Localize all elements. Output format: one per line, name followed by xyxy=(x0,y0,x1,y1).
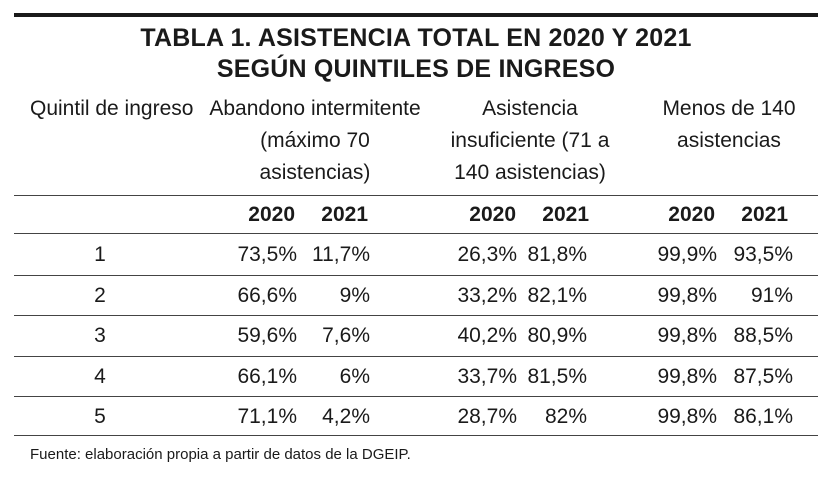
value-cell: 99,8% xyxy=(657,365,717,388)
value-cell: 82,1% xyxy=(527,284,587,307)
value-cell: 93,5% xyxy=(733,243,793,266)
year-divider xyxy=(14,233,818,234)
year-header: 2021 xyxy=(741,203,788,226)
top-rule xyxy=(14,13,818,17)
value-cell: 6% xyxy=(339,365,370,388)
value-cell: 99,8% xyxy=(657,324,717,347)
value-cell: 9% xyxy=(339,284,370,307)
value-cell: 81,8% xyxy=(527,243,587,266)
value-cell: 26,3% xyxy=(457,243,517,266)
value-cell: 88,5% xyxy=(733,324,793,347)
header-divider xyxy=(14,195,818,196)
header-group-insuficiente: Asistencia insuficiente (71 a 140 asiste… xyxy=(450,97,610,184)
value-cell: 66,1% xyxy=(237,365,297,388)
table-title-line-1: TABLA 1. ASISTENCIA TOTAL EN 2020 Y 2021 xyxy=(140,24,692,52)
value-cell: 66,6% xyxy=(237,284,297,307)
table-row: 3 59,6% 7,6% 40,2% 80,9% 99,8% 88,5% xyxy=(14,316,818,356)
row-divider xyxy=(14,315,818,316)
table-row: 1 73,5% 11,7% 26,3% 81,8% 99,9% 93,5% xyxy=(14,235,818,275)
header-quintil: Quintil de ingreso xyxy=(30,97,194,120)
value-cell: 71,1% xyxy=(237,405,297,428)
year-header: 2020 xyxy=(668,203,715,226)
row-divider xyxy=(14,396,818,397)
year-header: 2020 xyxy=(469,203,516,226)
value-cell: 87,5% xyxy=(733,365,793,388)
value-cell: 91% xyxy=(750,284,793,307)
header-group-abandono: Abandono intermitente (máximo 70 asisten… xyxy=(209,97,421,184)
value-cell: 80,9% xyxy=(527,324,587,347)
value-cell: 4,2% xyxy=(322,405,370,428)
table-row: 5 71,1% 4,2% 28,7% 82% 99,8% 86,1% xyxy=(14,397,818,437)
quintil-cell: 4 xyxy=(94,365,106,388)
quintil-cell: 5 xyxy=(94,405,106,428)
value-cell: 82% xyxy=(544,405,587,428)
table-row: 4 66,1% 6% 33,7% 81,5% 99,8% 87,5% xyxy=(14,357,818,397)
value-cell: 33,7% xyxy=(457,365,517,388)
value-cell: 40,2% xyxy=(457,324,517,347)
table-title-line-2: SEGÚN QUINTILES DE INGRESO xyxy=(216,55,616,83)
value-cell: 73,5% xyxy=(237,243,297,266)
value-cell: 86,1% xyxy=(733,405,793,428)
year-header: 2021 xyxy=(321,203,368,226)
value-cell: 28,7% xyxy=(457,405,517,428)
value-cell: 33,2% xyxy=(457,284,517,307)
quintil-cell: 1 xyxy=(94,243,106,266)
year-header: 2020 xyxy=(248,203,295,226)
row-divider xyxy=(14,435,818,436)
value-cell: 99,9% xyxy=(657,243,717,266)
table-row: 2 66,6% 9% 33,2% 82,1% 99,8% 91% xyxy=(14,276,818,316)
value-cell: 99,8% xyxy=(657,405,717,428)
value-cell: 7,6% xyxy=(322,324,370,347)
value-cell: 99,8% xyxy=(657,284,717,307)
row-divider xyxy=(14,275,818,276)
year-header: 2021 xyxy=(542,203,589,226)
row-divider xyxy=(14,356,818,357)
quintil-cell: 3 xyxy=(94,324,106,347)
header-group-menos-140: Menos de 140 asistencias xyxy=(662,97,796,152)
quintil-cell: 2 xyxy=(94,284,106,307)
value-cell: 59,6% xyxy=(237,324,297,347)
source-note: Fuente: elaboración propia a partir de d… xyxy=(30,446,411,463)
value-cell: 81,5% xyxy=(527,365,587,388)
value-cell: 11,7% xyxy=(312,243,370,266)
